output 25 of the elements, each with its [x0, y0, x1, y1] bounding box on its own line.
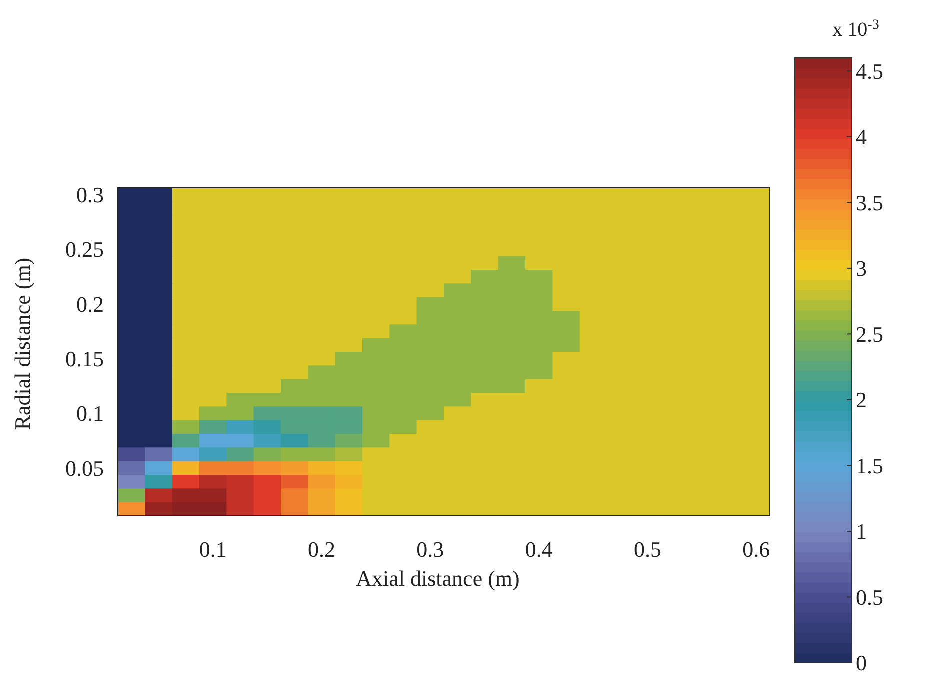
color-bar-label: 0 [856, 650, 867, 676]
y-tick-label: 0.1 [76, 401, 104, 426]
y-tick-label: 0.05 [66, 456, 104, 481]
y-tick-label: 0.25 [66, 237, 104, 262]
x-tick-label: 0.3 [416, 537, 444, 562]
x-axis-title: Axial distance (m) [356, 566, 520, 591]
color-bar-label: 2.5 [856, 322, 884, 347]
y-axis-title: Radial distance (m) [10, 258, 35, 430]
color-bar-label: 3.5 [856, 190, 884, 216]
color-bar-label: 4 [856, 124, 867, 150]
x-tick-label: 0.2 [308, 537, 336, 562]
color-bar-title: x 10$^{-3}$ [832, 18, 880, 41]
x-tick-label: 0.6 [742, 537, 770, 562]
color-bar-label: 3 [856, 256, 867, 282]
color-bar-label: 0.5 [856, 584, 884, 610]
color-bar-label: 1.5 [856, 453, 884, 478]
y-tick-label: 0.3 [76, 182, 104, 208]
color-bar-label: 2 [856, 388, 867, 413]
color-bar-label: 4.5 [856, 58, 884, 84]
x-tick-label: 0.4 [525, 537, 553, 562]
y-tick-label: 0.2 [76, 292, 104, 317]
color-bar-label: 1 [856, 519, 867, 544]
x-tick-label: 0.5 [634, 537, 662, 562]
y-tick-label: 0.15 [66, 346, 104, 372]
x-tick-label: 0.1 [199, 537, 227, 562]
